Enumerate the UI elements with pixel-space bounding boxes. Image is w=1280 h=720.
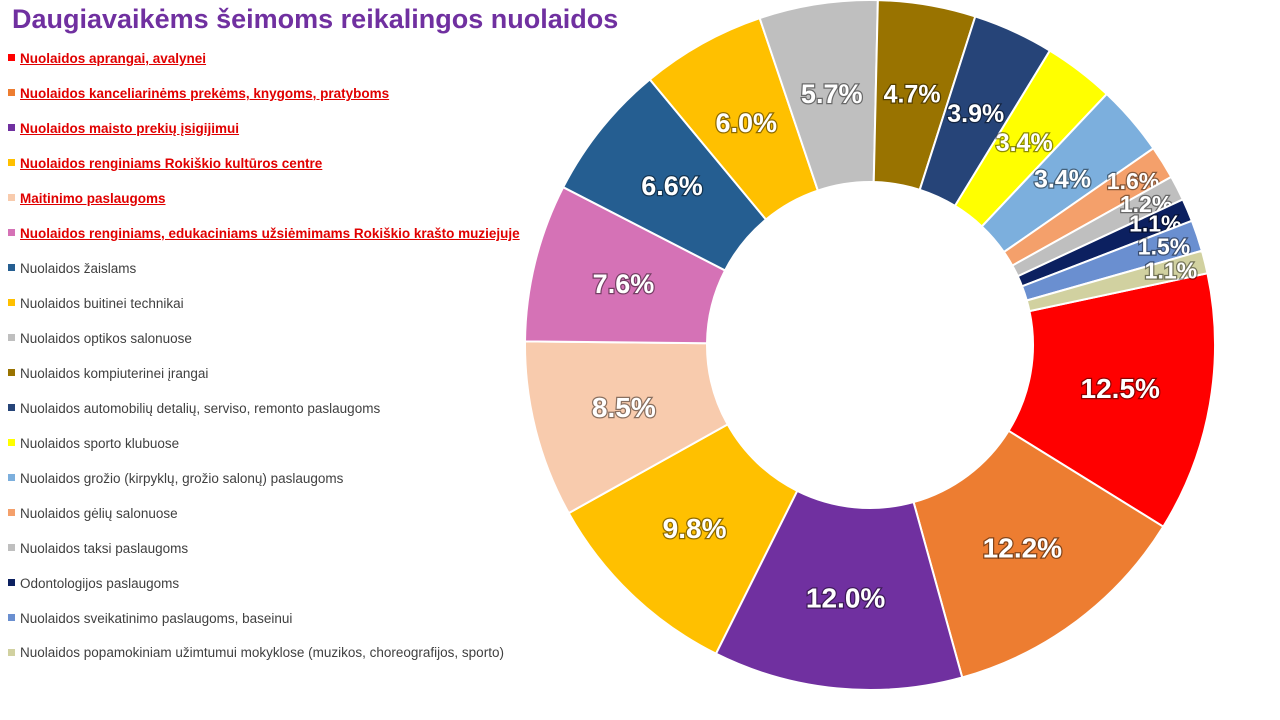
legend-label[interactable]: Nuolaidos renginiams Rokiškio kultūros c… [20,156,323,171]
legend-swatch [8,544,15,551]
data-label: 4.7% [884,81,941,109]
legend-label[interactable]: Nuolaidos aprangai, avalynei [20,51,207,66]
legend-item[interactable]: Nuolaidos renginiams, edukaciniams užsiė… [8,223,548,258]
legend-label: Nuolaidos optikos salonuose [20,331,192,346]
legend-item: Nuolaidos automobilių detalių, serviso, … [8,398,548,433]
legend-label: Odontologijos paslaugoms [20,576,180,591]
legend-item: Nuolaidos popamokiniam užimtumui mokyklo… [8,643,548,678]
data-label: 6.0% [715,108,777,138]
legend-swatch [8,89,15,96]
data-label: 6.6% [641,171,703,201]
legend-item: Nuolaidos kompiuterinei įrangai [8,363,548,398]
legend-swatch [8,369,15,376]
data-label: 12.2% [983,533,1062,564]
legend-label[interactable]: Nuolaidos renginiams, edukaciniams užsiė… [20,226,520,241]
data-label: 3.4% [1034,165,1091,193]
legend-swatch [8,264,15,271]
legend-item[interactable]: Nuolaidos kanceliarinėms prekėms, knygom… [8,83,548,118]
legend-item: Nuolaidos žaislams [8,258,548,293]
legend-swatch [8,54,15,61]
legend-label: Nuolaidos automobilių detalių, serviso, … [20,401,381,416]
legend-item: Nuolaidos sveikatinimo paslaugoms, basei… [8,608,548,643]
legend-swatch [8,229,15,236]
chart-title: Daugiavaikėms šeimoms reikalingos nuolai… [12,4,619,34]
donut-slice [714,489,964,691]
data-label: 9.8% [663,513,727,544]
legend-swatch [8,194,15,201]
data-label: 12.5% [1081,373,1160,404]
legend-swatch [8,299,15,306]
data-label: 12.0% [806,582,885,613]
legend-swatch [8,159,15,166]
legend-swatch [8,614,15,621]
legend-label: Nuolaidos gėlių salonuose [20,506,178,521]
legend-swatch [8,579,15,586]
legend-item: Nuolaidos grožio (kirpyklų, grožio salon… [8,468,548,503]
legend-item: Nuolaidos gėlių salonuose [8,503,548,538]
data-label: 1.1% [1145,257,1197,283]
data-label: 5.7% [801,79,863,109]
donut-slice [1007,272,1216,529]
legend-swatch [8,404,15,411]
legend-label: Nuolaidos sveikatinimo paslaugoms, basei… [20,611,293,626]
legend-item[interactable]: Maitinimo paslaugoms [8,188,548,223]
legend-label: Nuolaidos sporto klubuose [20,436,180,451]
legend-label: Nuolaidos buitinei technikai [20,296,184,311]
data-label: 8.5% [592,392,656,423]
donut-slice [1025,249,1209,313]
donut-slice [912,429,1165,679]
legend-label: Nuolaidos taksi paslaugoms [20,541,189,556]
legend-label: Nuolaidos žaislams [20,261,137,276]
legend-item: Nuolaidos optikos salonuose [8,328,548,363]
legend-swatch [8,509,15,516]
legend-item: Nuolaidos sporto klubuose [8,433,548,468]
legend-item[interactable]: Nuolaidos renginiams Rokiškio kultūros c… [8,153,548,188]
legend-item: Nuolaidos taksi paslaugoms [8,538,548,573]
legend-swatch [8,334,15,341]
legend-swatch [8,649,15,656]
legend: Nuolaidos aprangai, avalynei Nuolaidos ka… [8,48,548,678]
legend-item: Nuolaidos buitinei technikai [8,293,548,328]
legend-label[interactable]: Nuolaidos maisto prekių įsigijimui [20,121,240,136]
legend-label[interactable]: Maitinimo paslaugoms [20,191,166,206]
legend-swatch [8,474,15,481]
donut-chart: 12.5% 12.2% 12.0% 9.8% 8.5% 7.6% 6.6% 6.0% 5.7% 4… [524,0,1216,691]
legend-label: Nuolaidos popamokiniam užimtumui mokyklo… [20,645,504,660]
data-label: 7.6% [593,269,655,299]
legend-swatch [8,124,15,131]
legend-label[interactable]: Nuolaidos kanceliarinėms prekėms, knygom… [20,86,390,101]
legend-swatch [8,439,15,446]
legend-item: Odontologijos paslaugoms [8,573,548,608]
data-label: 3.9% [947,100,1004,128]
legend-label: Nuolaidos grožio (kirpyklų, grožio salon… [20,471,344,486]
legend-label: Nuolaidos kompiuterinei įrangai [20,366,209,381]
data-label: 3.4% [996,129,1053,157]
legend-item[interactable]: Nuolaidos maisto prekių įsigijimui [8,118,548,153]
legend-item[interactable]: Nuolaidos aprangai, avalynei [8,48,548,83]
